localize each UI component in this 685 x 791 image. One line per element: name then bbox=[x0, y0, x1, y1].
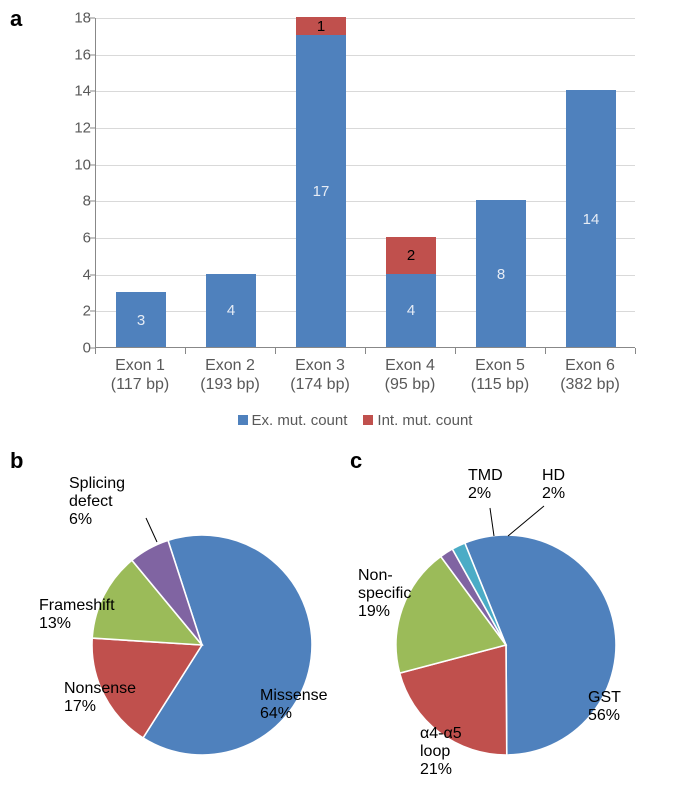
y-tick-label: 18 bbox=[65, 10, 91, 27]
y-tick-label: 10 bbox=[65, 156, 91, 173]
x-tick-line1: Exon 5 bbox=[455, 356, 545, 375]
x-tick-label: Exon 2(193 bp) bbox=[185, 356, 275, 394]
bar-value-label: 17 bbox=[296, 183, 346, 200]
x-tick-label: Exon 5(115 bp) bbox=[455, 356, 545, 394]
panel-b-label: b bbox=[10, 448, 23, 474]
x-tick-label: Exon 4(95 bp) bbox=[365, 356, 455, 394]
x-tick-line2: (115 bp) bbox=[455, 375, 545, 394]
pie-chart-c: GST56%α4-α5loop21%Non-specific19%TMD2%HD… bbox=[348, 450, 668, 770]
legend-swatch bbox=[363, 415, 373, 425]
y-tick-label: 2 bbox=[65, 303, 91, 320]
leader-line bbox=[490, 508, 494, 536]
y-tick-label: 0 bbox=[65, 340, 91, 357]
y-tick-label: 4 bbox=[65, 266, 91, 283]
pie-label: Splicingdefect6% bbox=[69, 475, 125, 528]
x-tick-line1: Exon 3 bbox=[275, 356, 365, 375]
y-tick-label: 16 bbox=[65, 46, 91, 63]
panel-a-label: a bbox=[10, 6, 22, 32]
bar-value-label: 14 bbox=[566, 211, 616, 228]
legend-item: Int. mut. count bbox=[363, 412, 472, 429]
bar-value-label: 3 bbox=[116, 312, 166, 329]
bar-value-label: 2 bbox=[386, 247, 436, 264]
x-tick-line2: (95 bp) bbox=[365, 375, 455, 394]
bar-chart: 3417142814 024681012141618 Exon 1(117 bp… bbox=[55, 10, 655, 430]
x-tick-label: Exon 1(117 bp) bbox=[95, 356, 185, 394]
bar-value-label: 1 bbox=[296, 18, 346, 35]
bar-value-label: 4 bbox=[206, 302, 256, 319]
plot-area: 3417142814 bbox=[95, 18, 635, 348]
x-tick-line2: (174 bp) bbox=[275, 375, 365, 394]
x-tick-label: Exon 6(382 bp) bbox=[545, 356, 635, 394]
bar-value-label: 4 bbox=[386, 302, 436, 319]
x-tick-line1: Exon 4 bbox=[365, 356, 455, 375]
leader-line bbox=[508, 506, 544, 536]
x-tick-line2: (193 bp) bbox=[185, 375, 275, 394]
x-tick-line1: Exon 1 bbox=[95, 356, 185, 375]
x-tick-line1: Exon 6 bbox=[545, 356, 635, 375]
pie-chart-b: Missense64%Nonsense17%Frameshift13%Splic… bbox=[24, 450, 344, 770]
pie-label: HD2% bbox=[542, 467, 565, 502]
x-tick-line2: (117 bp) bbox=[95, 375, 185, 394]
pie-label: α4-α5loop21% bbox=[420, 725, 462, 778]
legend-item: Ex. mut. count bbox=[238, 412, 348, 429]
y-tick-label: 14 bbox=[65, 83, 91, 100]
pie-label: TMD2% bbox=[468, 467, 503, 502]
x-tick-line1: Exon 2 bbox=[185, 356, 275, 375]
leader-line bbox=[146, 518, 157, 542]
figure: a b c 3417142814 024681012141618 Exon 1(… bbox=[0, 0, 685, 791]
y-tick-label: 12 bbox=[65, 120, 91, 137]
y-tick-label: 8 bbox=[65, 193, 91, 210]
bar-value-label: 8 bbox=[476, 266, 526, 283]
y-tick-label: 6 bbox=[65, 230, 91, 247]
x-tick-line2: (382 bp) bbox=[545, 375, 635, 394]
legend-swatch bbox=[238, 415, 248, 425]
legend: Ex. mut. count Int. mut. count bbox=[55, 412, 655, 431]
x-tick-label: Exon 3(174 bp) bbox=[275, 356, 365, 394]
pie-label: GST56% bbox=[588, 689, 621, 724]
